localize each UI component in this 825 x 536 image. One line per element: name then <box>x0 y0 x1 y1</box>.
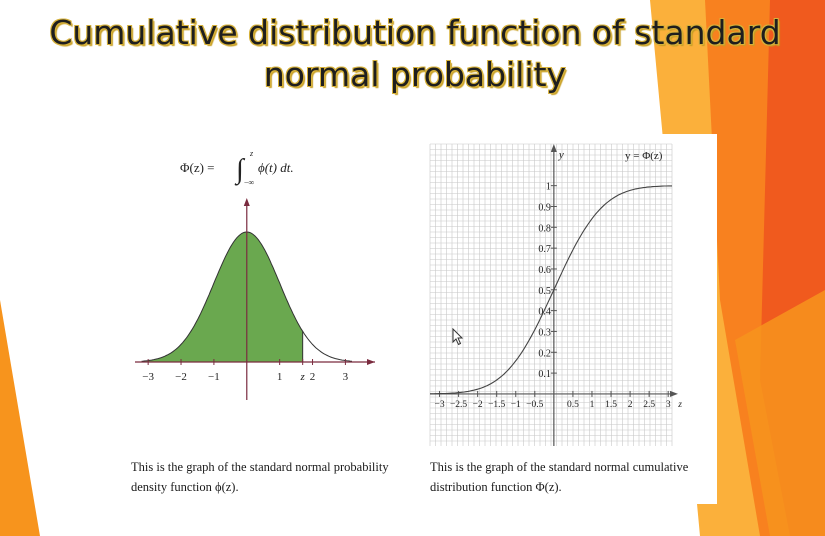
cdf-y-tick-label: 0.4 <box>538 307 551 318</box>
cdf-series-label: y = Φ(z) <box>625 150 663 162</box>
left-orange-wedge <box>0 300 40 536</box>
pdf-x-axis-arrow <box>367 359 375 365</box>
formula-lhs: Φ(z) = <box>180 160 215 175</box>
cdf-x-axis-arrow <box>670 390 678 397</box>
cdf-x-tick-label: −1.5 <box>488 400 505 410</box>
formula-upper-limit: z <box>249 149 254 158</box>
pdf-x-tick-label: 2 <box>310 371 316 383</box>
cdf-x-tick-label: 0.5 <box>567 400 579 410</box>
slide-title: Cumulative distribution function of stan… <box>49 13 781 94</box>
cdf-y-tick-label: 0.6 <box>538 265 551 276</box>
pdf-x-tick-label: 1 <box>277 371 283 383</box>
cdf-y-tick-label: 0.8 <box>538 223 551 234</box>
cdf-curve <box>430 185 672 395</box>
cdf-y-tick-label: 1 <box>546 182 551 193</box>
cdf-x-tick-label: 1.5 <box>605 400 617 410</box>
cdf-x-tick-label: −0.5 <box>526 400 543 410</box>
pdf-x-tick-label: 3 <box>343 371 349 383</box>
cdf-x-tick-label: −3 <box>434 400 444 410</box>
cdf-y-tick-label: 0.3 <box>538 327 551 338</box>
formula-lower-limit: −∞ <box>244 178 255 187</box>
integral-sign: ∫ <box>234 154 246 186</box>
cdf-x-tick-label: 1 <box>590 400 595 410</box>
pdf-chart: −3 −2 −1 1 z 2 3 <box>135 198 375 400</box>
formula-integrand: ϕ(t) dt. <box>258 160 294 175</box>
pdf-x-tick-label: −3 <box>142 371 154 383</box>
pdf-caption: This is the graph of the standard normal… <box>131 460 389 494</box>
cdf-x-tick-label: 3 <box>666 400 671 410</box>
cdf-caption: This is the graph of the standard normal… <box>430 460 689 494</box>
pdf-shaded-area <box>141 232 303 362</box>
mouse-cursor-icon <box>452 328 464 346</box>
cdf-y-tick-label: 0.1 <box>538 369 551 380</box>
cdf-integral-formula: Φ(z) = ∫ z −∞ ϕ(t) dt. <box>180 149 294 187</box>
cdf-y-tick-label: 0.9 <box>538 202 551 213</box>
pdf-x-tick-label: −1 <box>208 371 220 383</box>
cdf-y-tick-label: 0.5 <box>538 286 551 297</box>
cdf-y-tick-label: 0.2 <box>538 348 551 359</box>
cdf-x-axis-z-label: z <box>677 400 682 410</box>
pdf-x-tick-label: z <box>300 371 306 383</box>
cdf-y-axis-label: y <box>558 149 564 161</box>
cdf-x-tick-label: 2 <box>628 400 633 410</box>
cdf-x-tick-label: −2 <box>473 400 483 410</box>
pdf-x-tick-label: −2 <box>175 371 187 383</box>
cdf-x-tick-label: −2.5 <box>450 400 467 410</box>
cdf-y-axis-arrow <box>550 144 557 152</box>
cdf-y-tick-label: 0.7 <box>538 244 551 255</box>
right-orange-accent <box>735 290 825 536</box>
pdf-y-axis-arrow <box>243 198 250 206</box>
cdf-x-tick-label: 2.5 <box>643 400 655 410</box>
cdf-x-tick-label: −1 <box>511 400 521 410</box>
